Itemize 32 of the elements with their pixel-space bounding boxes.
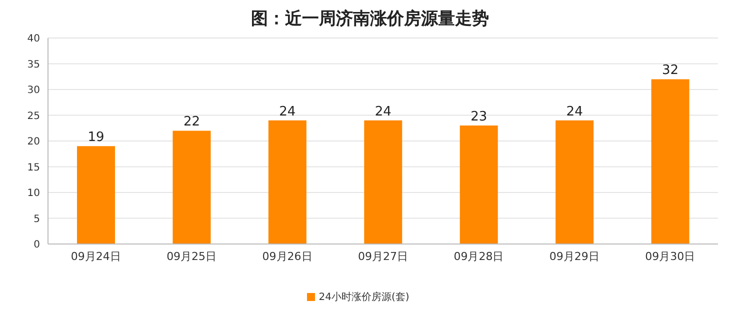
x-tick-label: 09月26日 (262, 250, 312, 263)
y-tick-label: 35 (27, 59, 40, 70)
data-label: 19 (88, 130, 104, 146)
x-tick-label: 09月24日 (70, 250, 121, 263)
y-tick-label: 15 (27, 162, 40, 174)
data-label: 23 (470, 110, 488, 125)
x-tick-label: 09月25日 (166, 250, 217, 263)
data-label: 24 (566, 104, 583, 120)
data-label: 22 (183, 114, 200, 130)
bar (268, 120, 306, 244)
y-tick-label: 10 (27, 188, 40, 200)
y-tick-label: 5 (34, 214, 40, 225)
bar (77, 146, 115, 244)
chart-title: 图：近一周济南涨价房源量走势 (250, 8, 490, 31)
y-tick-label: 25 (27, 110, 40, 122)
bar (172, 130, 211, 244)
data-label: 24 (279, 104, 296, 120)
x-tick-label: 09月29日 (549, 250, 600, 263)
y-tick-label: 20 (27, 136, 40, 148)
bar (651, 79, 690, 244)
y-tick-label: 30 (27, 85, 40, 96)
x-tick-label: 09月27日 (358, 250, 408, 263)
x-tick-label: 09月30日 (645, 250, 696, 263)
y-tick-label: 40 (27, 34, 40, 45)
data-label: 32 (662, 63, 679, 78)
data-label: 24 (374, 104, 392, 120)
x-tick-label: 09月28日 (454, 250, 504, 263)
bar (460, 126, 498, 244)
bar (556, 120, 594, 244)
bar (364, 120, 402, 244)
legend-label: 24小时涨价房源(套) (318, 292, 410, 303)
y-tick-label: 0 (34, 240, 40, 251)
